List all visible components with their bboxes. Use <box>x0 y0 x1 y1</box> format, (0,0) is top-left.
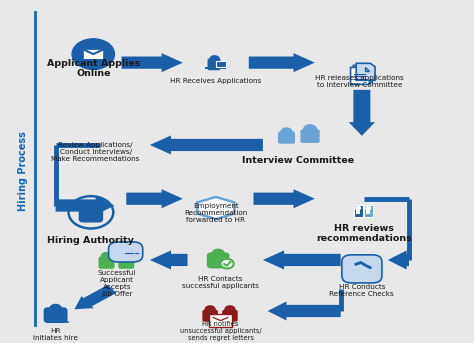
Text: HR notifies
unsuccessful applicants/
sends regret letters: HR notifies unsuccessful applicants/ sen… <box>180 321 261 341</box>
Circle shape <box>205 306 215 313</box>
FancyBboxPatch shape <box>301 129 319 143</box>
Circle shape <box>101 252 112 260</box>
Circle shape <box>220 259 234 269</box>
Circle shape <box>84 202 98 212</box>
FancyBboxPatch shape <box>222 310 238 322</box>
Polygon shape <box>249 53 315 72</box>
Polygon shape <box>150 250 188 270</box>
Polygon shape <box>354 66 372 82</box>
Bar <box>366 209 371 214</box>
Polygon shape <box>126 189 183 208</box>
Text: HR releases applications
to Interview Committee: HR releases applications to Interview Co… <box>315 75 404 88</box>
Text: Employment
Recommendation
forwarded to HR: Employment Recommendation forwarded to H… <box>184 203 247 223</box>
Circle shape <box>50 305 61 312</box>
Text: Successful
Applicant
Accepts
Job Offer: Successful Applicant Accepts Job Offer <box>98 270 136 297</box>
Text: HR Contacts
successful applicants: HR Contacts successful applicants <box>182 276 259 289</box>
Bar <box>82 49 104 59</box>
FancyBboxPatch shape <box>109 242 143 262</box>
FancyBboxPatch shape <box>207 252 229 269</box>
Bar <box>216 61 227 67</box>
FancyBboxPatch shape <box>79 206 103 223</box>
Text: Hiring Authority: Hiring Authority <box>47 236 134 245</box>
Text: HR
initiates hire: HR initiates hire <box>33 328 78 341</box>
Text: Review Applications/
Conduct Interviews/
Make Recommendations: Review Applications/ Conduct Interviews/… <box>52 142 140 162</box>
Circle shape <box>356 206 360 210</box>
FancyBboxPatch shape <box>208 58 220 70</box>
Text: Applicant Applies
Online: Applicant Applies Online <box>46 59 140 78</box>
Circle shape <box>212 249 224 258</box>
Polygon shape <box>388 250 409 270</box>
Circle shape <box>303 125 317 134</box>
Bar <box>354 205 363 217</box>
Polygon shape <box>263 250 341 270</box>
Polygon shape <box>349 90 375 136</box>
Polygon shape <box>121 53 183 72</box>
Circle shape <box>225 306 235 313</box>
FancyBboxPatch shape <box>44 307 67 323</box>
Text: Interview Committee: Interview Committee <box>242 156 355 165</box>
Polygon shape <box>254 189 315 208</box>
Polygon shape <box>268 301 341 320</box>
FancyBboxPatch shape <box>278 132 295 144</box>
Circle shape <box>210 56 219 63</box>
Polygon shape <box>150 135 263 154</box>
FancyBboxPatch shape <box>99 257 115 269</box>
Circle shape <box>121 252 131 260</box>
Polygon shape <box>351 67 369 84</box>
Circle shape <box>366 206 371 210</box>
Bar <box>356 209 360 214</box>
Polygon shape <box>365 67 369 71</box>
Polygon shape <box>197 197 234 219</box>
Polygon shape <box>356 63 375 80</box>
FancyBboxPatch shape <box>118 257 134 269</box>
Bar <box>364 205 373 217</box>
Text: HR Receives Applications: HR Receives Applications <box>170 79 262 84</box>
Circle shape <box>72 39 115 69</box>
Text: HR Conducts
Reference Checks: HR Conducts Reference Checks <box>329 284 394 297</box>
FancyBboxPatch shape <box>202 310 218 322</box>
Text: HR reviews
recommendations: HR reviews recommendations <box>316 224 412 243</box>
Circle shape <box>281 128 292 136</box>
FancyBboxPatch shape <box>209 314 232 327</box>
Polygon shape <box>55 196 115 215</box>
Polygon shape <box>74 285 117 309</box>
Bar <box>205 67 227 69</box>
Text: Hiring Process: Hiring Process <box>18 132 27 211</box>
Circle shape <box>366 262 374 268</box>
FancyBboxPatch shape <box>342 255 382 283</box>
